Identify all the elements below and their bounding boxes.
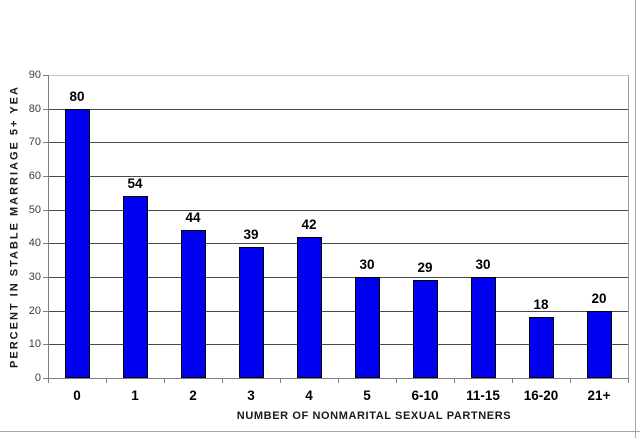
x-category-label: 2 bbox=[189, 388, 197, 403]
x-category-label: 6-10 bbox=[411, 388, 439, 403]
bar bbox=[65, 109, 90, 378]
y-axis-tick bbox=[43, 243, 48, 244]
gridline bbox=[48, 277, 628, 278]
gridline bbox=[48, 109, 628, 110]
plot-top-border bbox=[48, 75, 628, 76]
y-tick-label: 60 bbox=[28, 170, 41, 182]
x-category-label: 4 bbox=[305, 388, 313, 403]
gridline bbox=[48, 176, 628, 177]
x-category-label: 5 bbox=[363, 388, 371, 403]
gridline bbox=[48, 344, 628, 345]
bar bbox=[471, 277, 496, 378]
y-axis-tick bbox=[43, 277, 48, 278]
bar-value-label: 54 bbox=[127, 176, 143, 191]
y-axis-title: PERCENT IN STABLE MARRIAGE 5+ YEA bbox=[8, 85, 21, 368]
y-axis-line bbox=[48, 75, 49, 379]
x-axis-tick bbox=[570, 378, 571, 383]
bar bbox=[297, 237, 322, 378]
x-category-label: 0 bbox=[73, 388, 81, 403]
x-axis-tick bbox=[338, 378, 339, 383]
y-axis-tick bbox=[43, 142, 48, 143]
bar-value-label: 30 bbox=[475, 257, 491, 272]
x-axis-tick bbox=[280, 378, 281, 383]
image-frame-right-border bbox=[635, 0, 636, 438]
bar bbox=[529, 317, 554, 378]
x-axis-tick bbox=[454, 378, 455, 383]
bar-value-label: 18 bbox=[533, 297, 549, 312]
x-axis-tick bbox=[106, 378, 107, 383]
y-tick-label: 50 bbox=[28, 204, 41, 216]
x-axis-title: NUMBER OF NONMARITAL SEXUAL PARTNERS bbox=[236, 410, 512, 422]
x-axis-tick bbox=[628, 378, 629, 383]
x-category-label: 1 bbox=[131, 388, 139, 403]
y-tick-label: 90 bbox=[28, 69, 41, 81]
bar bbox=[413, 280, 438, 378]
x-category-label: 21+ bbox=[587, 388, 611, 403]
x-category-label: 11-15 bbox=[466, 388, 500, 403]
bar-value-label: 42 bbox=[301, 217, 317, 232]
y-tick-label: 30 bbox=[28, 271, 41, 283]
y-axis-tick bbox=[43, 75, 48, 76]
gridline bbox=[48, 210, 628, 211]
bar-value-label: 29 bbox=[417, 260, 433, 275]
bar-value-label: 30 bbox=[359, 257, 375, 272]
gridline bbox=[48, 311, 628, 312]
bar bbox=[355, 277, 380, 378]
y-tick-label: 0 bbox=[34, 372, 41, 384]
y-tick-label: 40 bbox=[28, 237, 41, 249]
bar-value-label: 80 bbox=[69, 89, 85, 104]
y-axis-tick bbox=[43, 109, 48, 110]
plot-right-border bbox=[628, 75, 629, 378]
y-tick-label: 70 bbox=[28, 136, 41, 148]
gridline bbox=[48, 243, 628, 244]
x-category-label: 3 bbox=[247, 388, 255, 403]
y-tick-label: 20 bbox=[28, 305, 41, 317]
y-axis-tick bbox=[43, 311, 48, 312]
bar bbox=[239, 247, 264, 378]
bar bbox=[181, 230, 206, 378]
x-axis-tick bbox=[512, 378, 513, 383]
bar-value-label: 44 bbox=[185, 210, 201, 225]
y-axis-tick bbox=[43, 344, 48, 345]
y-axis-tick bbox=[43, 176, 48, 177]
x-category-label: 16-20 bbox=[523, 388, 559, 403]
y-axis-tick bbox=[43, 378, 48, 379]
y-axis-tick bbox=[43, 210, 48, 211]
y-tick-label: 10 bbox=[28, 338, 41, 350]
image-frame-bottom-border bbox=[0, 431, 640, 432]
x-axis-tick bbox=[48, 378, 49, 383]
x-axis-tick bbox=[222, 378, 223, 383]
bar-value-label: 20 bbox=[591, 291, 607, 306]
gridline bbox=[48, 142, 628, 143]
x-axis-tick bbox=[164, 378, 165, 383]
bar bbox=[123, 196, 148, 378]
bar-value-label: 39 bbox=[243, 227, 259, 242]
bar bbox=[587, 311, 612, 378]
y-tick-label: 80 bbox=[28, 103, 41, 115]
x-axis-tick bbox=[396, 378, 397, 383]
